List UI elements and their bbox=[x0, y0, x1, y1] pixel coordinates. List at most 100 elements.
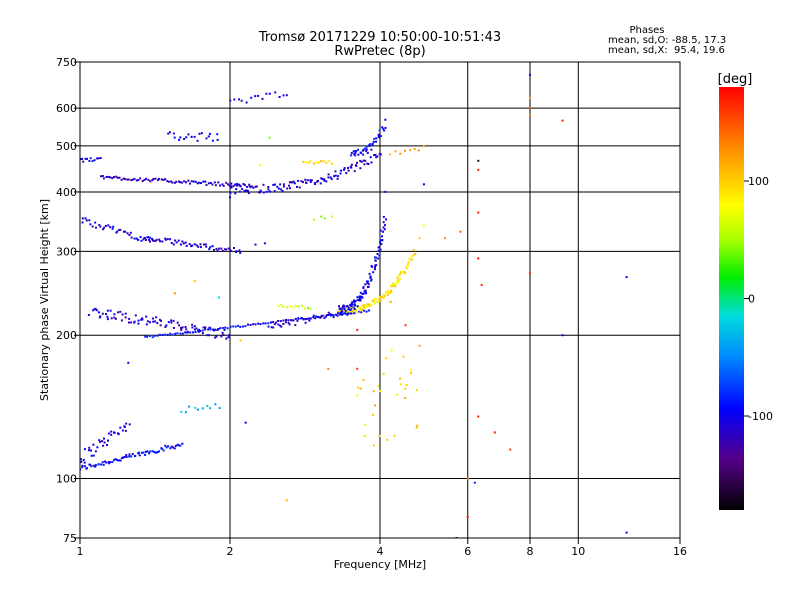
data-point bbox=[92, 464, 95, 467]
data-point bbox=[416, 424, 419, 427]
data-point bbox=[320, 177, 323, 180]
data-point bbox=[379, 241, 381, 244]
data-point bbox=[138, 454, 141, 457]
data-point bbox=[226, 327, 229, 330]
data-point bbox=[361, 293, 364, 295]
data-point bbox=[96, 446, 99, 449]
data-point bbox=[96, 157, 99, 160]
data-point bbox=[332, 314, 335, 317]
data-point bbox=[401, 270, 403, 273]
data-point bbox=[362, 304, 365, 307]
data-point bbox=[354, 300, 357, 302]
chart-title-group: Tromsø 20171229 10:50:00-10:51:43 RwPret… bbox=[258, 30, 501, 59]
data-point bbox=[84, 217, 87, 220]
data-point bbox=[262, 322, 265, 325]
data-point bbox=[141, 451, 144, 454]
data-point bbox=[110, 433, 113, 436]
axis-ticks: 1 2 4 6 8 10 16 75 100 200 300 400 500 600 750 bbox=[56, 56, 687, 558]
data-point bbox=[181, 326, 184, 329]
data-point bbox=[319, 160, 322, 163]
data-point bbox=[104, 224, 107, 227]
data-point bbox=[259, 323, 262, 326]
data-point bbox=[399, 277, 402, 280]
data-point bbox=[205, 137, 208, 140]
data-point bbox=[254, 95, 257, 98]
data-point bbox=[310, 179, 313, 182]
data-point bbox=[294, 324, 297, 327]
data-point bbox=[244, 325, 247, 328]
data-point bbox=[385, 291, 388, 294]
data-point bbox=[146, 335, 149, 338]
data-point bbox=[217, 181, 220, 184]
data-point bbox=[402, 355, 405, 358]
data-point bbox=[187, 179, 190, 182]
data-point bbox=[125, 422, 128, 425]
data-point bbox=[120, 178, 123, 181]
data-point bbox=[178, 181, 181, 184]
data-point bbox=[101, 312, 104, 315]
data-point bbox=[169, 131, 171, 134]
data-point bbox=[167, 180, 170, 183]
data-point bbox=[83, 448, 86, 451]
data-point bbox=[91, 225, 94, 228]
y-tick-label: 500 bbox=[56, 140, 77, 153]
y-tick-label: 300 bbox=[56, 245, 77, 258]
data-point bbox=[363, 306, 366, 309]
data-point bbox=[125, 455, 128, 458]
data-point bbox=[232, 185, 235, 188]
data-point bbox=[322, 314, 325, 317]
data-point bbox=[477, 211, 480, 214]
data-point bbox=[243, 190, 246, 192]
data-point bbox=[107, 224, 110, 227]
data-point bbox=[81, 466, 84, 469]
data-point bbox=[234, 183, 236, 186]
data-point bbox=[201, 329, 204, 332]
data-point bbox=[273, 190, 276, 192]
data-point bbox=[113, 176, 115, 179]
data-point bbox=[350, 308, 353, 311]
data-point bbox=[203, 243, 205, 246]
x-tick-label: 10 bbox=[571, 545, 585, 558]
data-point bbox=[216, 133, 219, 136]
data-point bbox=[284, 321, 287, 324]
data-point bbox=[208, 132, 211, 135]
data-point bbox=[222, 334, 225, 336]
data-point bbox=[338, 311, 341, 313]
data-point bbox=[204, 243, 207, 246]
data-point bbox=[346, 305, 348, 308]
data-point bbox=[342, 305, 345, 308]
data-point bbox=[80, 468, 82, 471]
data-point bbox=[362, 148, 365, 151]
data-point bbox=[276, 185, 279, 188]
data-point bbox=[229, 196, 231, 199]
data-point bbox=[480, 284, 483, 286]
data-point bbox=[466, 477, 469, 480]
data-point bbox=[254, 323, 257, 326]
data-point bbox=[94, 464, 97, 467]
data-point bbox=[367, 280, 369, 283]
data-point bbox=[363, 163, 366, 166]
data-point bbox=[240, 99, 243, 102]
data-point bbox=[383, 294, 386, 297]
data-point bbox=[286, 187, 289, 190]
data-point bbox=[97, 157, 100, 160]
data-point bbox=[373, 444, 375, 447]
data-point bbox=[88, 219, 91, 222]
data-point bbox=[375, 156, 378, 159]
data-point bbox=[342, 304, 345, 307]
data-point bbox=[347, 167, 349, 169]
data-point bbox=[201, 407, 204, 410]
colorbar-tick-label: 100 bbox=[748, 175, 769, 188]
data-point bbox=[235, 250, 238, 253]
data-point bbox=[477, 159, 480, 162]
data-point bbox=[362, 159, 365, 162]
data-point bbox=[529, 107, 531, 110]
data-point bbox=[416, 389, 418, 392]
data-point bbox=[120, 457, 123, 460]
data-point bbox=[346, 313, 349, 316]
data-point bbox=[237, 324, 240, 327]
data-point bbox=[385, 357, 388, 360]
data-point bbox=[83, 465, 86, 468]
data-point bbox=[173, 136, 176, 139]
data-point bbox=[297, 179, 300, 182]
